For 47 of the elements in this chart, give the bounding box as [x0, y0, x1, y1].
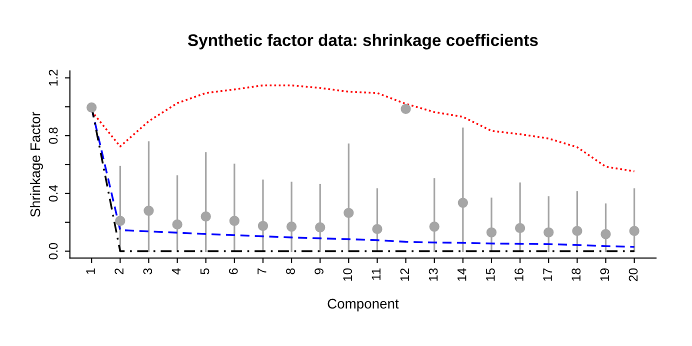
point — [200, 211, 211, 222]
x-tick-label: 3 — [143, 268, 152, 274]
y-tick-label: 0.0 — [48, 242, 58, 260]
x-tick-label: 14 — [458, 268, 466, 281]
x-tick-label: 15 — [486, 268, 495, 281]
point — [372, 224, 382, 234]
point — [115, 216, 126, 226]
x-tick-label: 7 — [258, 268, 266, 274]
y-tick-label: 1.2 — [48, 70, 58, 86]
x-tick-label: 6 — [228, 268, 238, 274]
point — [544, 227, 554, 238]
point — [600, 229, 611, 240]
x-tick-label: 1 — [86, 268, 95, 274]
point — [286, 222, 297, 232]
x-tick-label: 8 — [286, 268, 295, 274]
point — [429, 222, 440, 232]
x-tick-label: 5 — [200, 268, 210, 274]
x-tick-label: 17 — [543, 268, 552, 281]
point — [86, 102, 97, 113]
x-tick-label: 11 — [372, 268, 380, 280]
point — [486, 227, 497, 238]
point — [572, 226, 582, 236]
point — [172, 219, 182, 230]
chart-title: Synthetic factor data: shrinkage coefficients — [188, 34, 538, 50]
x-tick-label: 18 — [572, 268, 581, 281]
x-tick-label: 20 — [628, 268, 638, 282]
point — [315, 222, 326, 232]
y-tick-label: 0.4 — [48, 185, 58, 202]
x-tick-label: 2 — [114, 268, 124, 274]
point — [458, 198, 468, 208]
x-axis-title: Component — [328, 298, 399, 312]
y-axis-title: Shrinkage Factor — [30, 112, 43, 217]
x-tick-label: 4 — [172, 268, 181, 274]
x-tick-label: 16 — [514, 268, 524, 281]
y-tick-label: 0.8 — [48, 127, 58, 144]
point — [344, 208, 354, 218]
point — [229, 216, 240, 226]
point — [514, 222, 526, 234]
point — [400, 104, 411, 114]
x-tick-label: 12 — [400, 268, 410, 281]
point — [144, 206, 154, 216]
x-tick-label: 19 — [600, 268, 610, 281]
x-tick-label: 10 — [343, 268, 352, 281]
point — [258, 220, 268, 231]
x-tick-label: 13 — [428, 268, 438, 281]
x-tick-label: 9 — [314, 268, 324, 274]
point — [629, 226, 640, 236]
